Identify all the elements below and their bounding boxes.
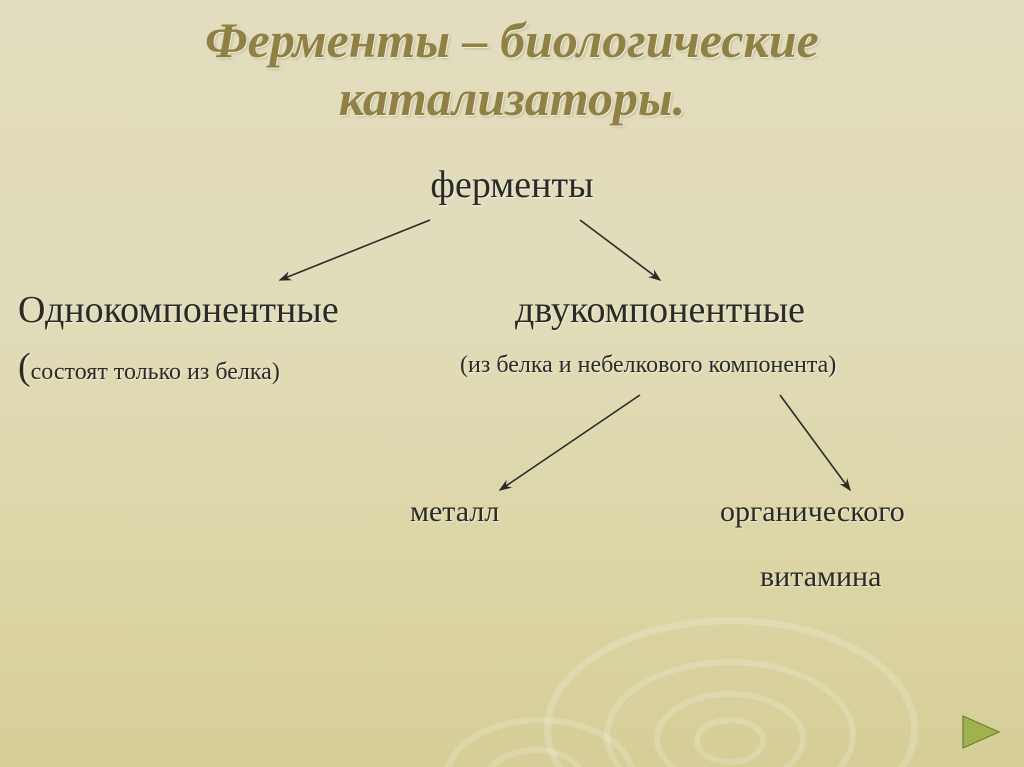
left-sub-text: состоят только из белка) (31, 359, 280, 385)
slide: Ферменты – биологические катализаторы. ф… (0, 0, 1024, 767)
left-branch-sub: (состоят только из белка) (18, 345, 280, 389)
right-branch-sub: (из белка и небелкового компонента) (460, 352, 836, 379)
left-sub-paren: ( (18, 346, 31, 388)
leaf-vitamin: витамина (760, 560, 881, 594)
left-branch-heading: Однокомпонентные (18, 288, 339, 332)
leaf-metal: металл (410, 495, 499, 529)
right-branch-heading: двукомпонентные (515, 288, 805, 332)
arrow-root-to-right (580, 220, 660, 280)
next-slide-button[interactable] (958, 713, 1004, 751)
arrow-right-to-metal (500, 395, 640, 490)
left-heading-rest: днокомпонентные (45, 289, 339, 331)
arrow-root-to-left (280, 220, 430, 280)
arrow-right-to-organic (780, 395, 850, 490)
triangle-right-icon (959, 714, 1003, 750)
leaf-organic: органического (720, 495, 905, 529)
left-heading-cap: О (18, 289, 45, 331)
